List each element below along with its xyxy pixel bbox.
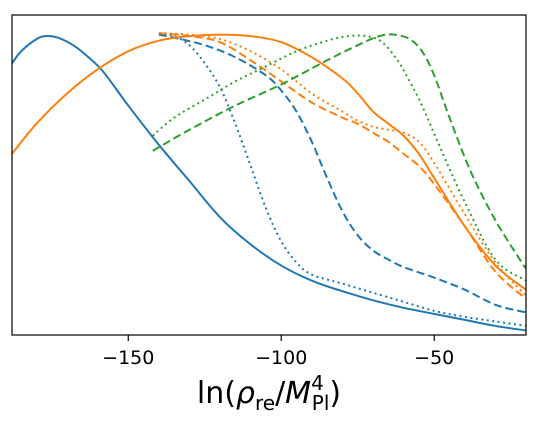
- series-line-3: [158, 33, 526, 314]
- x-tick-label: −100: [255, 347, 307, 369]
- series-line-1: [12, 35, 526, 332]
- series-line-4: [12, 33, 526, 291]
- x-tick-label: −50: [414, 347, 454, 369]
- series-line-5: [158, 32, 526, 297]
- x-axis: −150 −100 −50: [102, 335, 454, 369]
- plot-frame: [11, 14, 527, 336]
- series-layer: [12, 32, 526, 332]
- series-line-2: [158, 32, 526, 327]
- series-line-6: [158, 32, 526, 300]
- series-line-8: [152, 33, 526, 270]
- x-tick-label: −150: [102, 347, 154, 369]
- x-axis-label: ln(ρre/M4 Pl): [197, 371, 341, 415]
- series-line-7: [152, 34, 526, 282]
